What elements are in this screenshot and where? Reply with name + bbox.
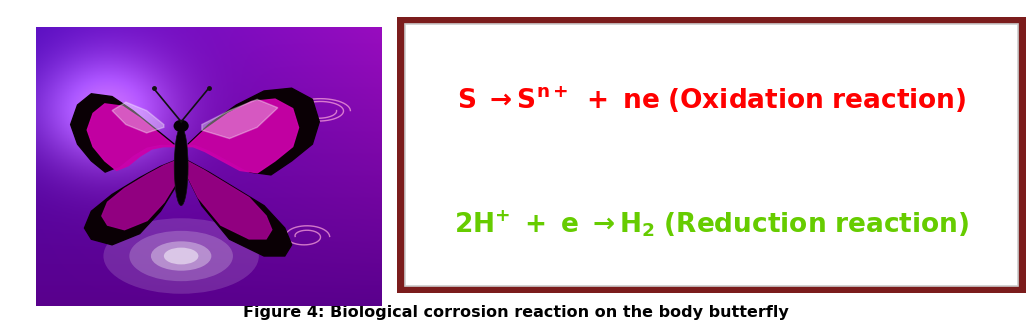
- Polygon shape: [188, 161, 292, 256]
- Polygon shape: [85, 161, 174, 245]
- Circle shape: [173, 120, 189, 132]
- Ellipse shape: [103, 218, 259, 294]
- Ellipse shape: [174, 127, 188, 206]
- Text: Figure 4: Biological corrosion reaction on the body butterfly: Figure 4: Biological corrosion reaction …: [242, 305, 789, 320]
- Polygon shape: [202, 99, 277, 139]
- Polygon shape: [187, 99, 299, 173]
- Polygon shape: [188, 88, 320, 175]
- FancyBboxPatch shape: [397, 17, 1026, 293]
- Text: $\mathbf{S\ \rightarrow S^{n+}\ +\ ne\ (Oxidation\ reaction)}$: $\mathbf{S\ \rightarrow S^{n+}\ +\ ne\ (…: [457, 85, 966, 115]
- Ellipse shape: [164, 248, 198, 264]
- Polygon shape: [88, 104, 175, 170]
- Polygon shape: [70, 94, 174, 172]
- Polygon shape: [102, 161, 175, 230]
- Polygon shape: [187, 161, 272, 239]
- Ellipse shape: [129, 231, 233, 281]
- FancyBboxPatch shape: [405, 24, 1018, 286]
- Ellipse shape: [151, 241, 211, 271]
- Polygon shape: [112, 102, 164, 133]
- Text: $\mathbf{2H^{+}\ +\ e\ \rightarrow H_2\ (Reduction\ reaction)}$: $\mathbf{2H^{+}\ +\ e\ \rightarrow H_2\ …: [454, 208, 969, 238]
